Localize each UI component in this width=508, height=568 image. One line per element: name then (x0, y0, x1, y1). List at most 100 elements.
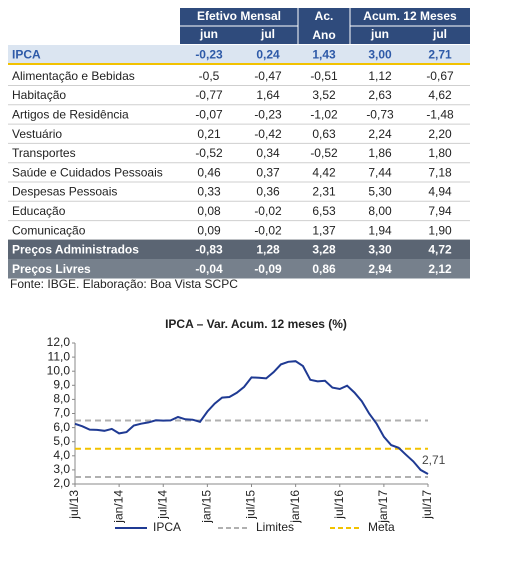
cell: 0,46 (197, 165, 221, 179)
cell: 1,28 (256, 243, 280, 257)
cell: -0,23 (254, 108, 282, 122)
header-ac: Ano (312, 28, 335, 42)
legend-label: Meta (368, 520, 395, 534)
x-tick-label: jul/16 (332, 490, 346, 520)
cell: 1,12 (368, 69, 392, 83)
row-label: Artigos de Residência (12, 108, 129, 122)
cell: 0,34 (256, 146, 280, 160)
y-tick-label: 2,0 (53, 476, 70, 490)
cell: 2,24 (368, 127, 392, 141)
row-label: Preços Livres (12, 262, 91, 276)
row-label: IPCA (12, 48, 41, 62)
cell: -0,23 (195, 48, 223, 62)
cell: 5,30 (368, 185, 392, 199)
cell: 3,28 (312, 243, 336, 257)
annotation: 2,71 (422, 453, 446, 467)
chart-title: IPCA – Var. Acum. 12 meses (%) (165, 317, 347, 331)
cell: -0,73 (366, 108, 394, 122)
y-tick-label: 3,0 (53, 462, 70, 476)
x-tick-label: jul/13 (67, 490, 81, 520)
row-label: Preços Administrados (12, 243, 139, 257)
header-sub: jul (260, 27, 275, 41)
cell: 0,63 (312, 127, 336, 141)
cell: -0,67 (426, 69, 454, 83)
row-label: Educação (12, 204, 66, 218)
row-bg (8, 259, 470, 279)
cell: -0,52 (310, 146, 338, 160)
x-tick-label: jan/14 (111, 490, 125, 524)
y-tick-label: 7,0 (53, 406, 70, 420)
header-group: Acum. 12 Meses (363, 9, 457, 23)
cell: 1,37 (312, 223, 336, 237)
cell: -0,52 (195, 146, 223, 160)
row-label: Alimentação e Bebidas (12, 69, 135, 83)
row-label: Comunicação (12, 223, 86, 237)
y-tick-label: 9,0 (53, 377, 70, 391)
x-tick-label: jan/16 (288, 490, 302, 524)
row-bg (8, 239, 470, 260)
cell: 0,36 (256, 185, 280, 199)
cell: 1,86 (368, 146, 392, 160)
cell: 2,94 (368, 262, 392, 276)
row-bg (8, 45, 470, 64)
row-label: Habitação (12, 88, 66, 102)
cell: 4,94 (428, 185, 452, 199)
x-tick-label: jul/14 (155, 490, 169, 520)
cell: 2,20 (428, 127, 452, 141)
y-tick-label: 10,0 (47, 363, 71, 377)
header-sub: jun (370, 27, 389, 41)
series-line (74, 360, 429, 475)
y-tick-label: 6,0 (53, 420, 70, 434)
cell: 2,63 (368, 88, 392, 102)
cell: 7,94 (428, 204, 452, 218)
cell: 3,52 (312, 88, 336, 102)
cell: 6,53 (312, 204, 336, 218)
cell: -1,48 (426, 108, 454, 122)
x-tick-label: jul/17 (420, 490, 434, 520)
y-tick-label: 4,0 (53, 448, 70, 462)
header-ac: Ac. (315, 9, 334, 23)
cell: 0,21 (197, 127, 221, 141)
cell: 1,90 (428, 223, 452, 237)
header-sub: jul (432, 27, 447, 41)
cell: 4,72 (428, 243, 452, 257)
cell: 2,12 (428, 262, 452, 276)
cell: 3,00 (368, 48, 392, 62)
cell: 0,86 (312, 262, 336, 276)
source: Fonte: IBGE. Elaboração: Boa Vista SCPC (10, 277, 238, 291)
cell: -0,07 (195, 108, 223, 122)
cell: 0,37 (256, 165, 280, 179)
header-group: Efetivo Mensal (197, 9, 281, 23)
cell: 1,64 (256, 88, 280, 102)
cell: 1,94 (368, 223, 392, 237)
header-sub: jun (199, 27, 218, 41)
legend-label: Limites (256, 520, 294, 534)
cell: 2,31 (312, 185, 336, 199)
cell: -0,5 (199, 69, 220, 83)
cell: -0,04 (195, 262, 223, 276)
x-tick-label: jan/15 (200, 490, 214, 524)
cell: -1,02 (310, 108, 338, 122)
row-label: Despesas Pessoais (12, 185, 117, 199)
cell: 3,30 (368, 243, 392, 257)
y-tick-label: 11,0 (48, 349, 71, 363)
cell: -0,42 (254, 127, 282, 141)
cell: -0,09 (254, 262, 282, 276)
cell: 1,43 (312, 48, 336, 62)
cell: -0,77 (195, 88, 223, 102)
cell: 4,62 (428, 88, 452, 102)
cell: -0,83 (195, 243, 223, 257)
row-label: Saúde e Cuidados Pessoais (12, 165, 163, 179)
cell: 0,08 (197, 204, 221, 218)
cell: -0,02 (254, 204, 282, 218)
cell: 8,00 (368, 204, 392, 218)
cell: -0,02 (254, 223, 282, 237)
y-tick-label: 12,0 (47, 335, 71, 349)
cell: -0,51 (310, 69, 338, 83)
cell: 4,42 (312, 165, 336, 179)
legend-label: IPCA (153, 520, 181, 534)
x-tick-label: jul/15 (244, 490, 258, 520)
cell: 7,44 (368, 165, 392, 179)
row-label: Vestuário (12, 127, 62, 141)
